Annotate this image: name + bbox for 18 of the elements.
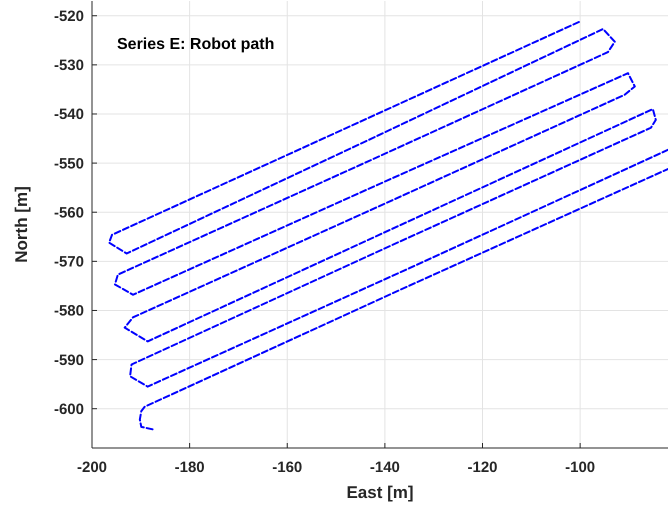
y-axis-title: North [m] [12, 186, 31, 263]
x-tick-label: -100 [565, 459, 596, 476]
y-tick-label: -590 [54, 352, 84, 369]
x-axis-title: East [m] [346, 483, 414, 502]
y-tick-label: -540 [54, 106, 84, 124]
y-tick-label: -600 [54, 400, 84, 418]
y-tick-label: -580 [54, 302, 84, 320]
x-tick-label: -180 [174, 459, 205, 476]
x-tick-label: -160 [272, 459, 302, 476]
y-tick-label: -550 [54, 155, 84, 172]
x-tick-label: -120 [467, 459, 498, 476]
y-tick-label: -530 [54, 57, 84, 74]
y-tick-label: -520 [54, 8, 84, 25]
x-tick-label: -200 [76, 459, 108, 476]
text: Series E: Robot path [117, 36, 274, 53]
x-tick-label: -140 [370, 459, 400, 476]
y-tick-label: -560 [54, 204, 84, 222]
y-tick-label: -570 [54, 254, 84, 271]
